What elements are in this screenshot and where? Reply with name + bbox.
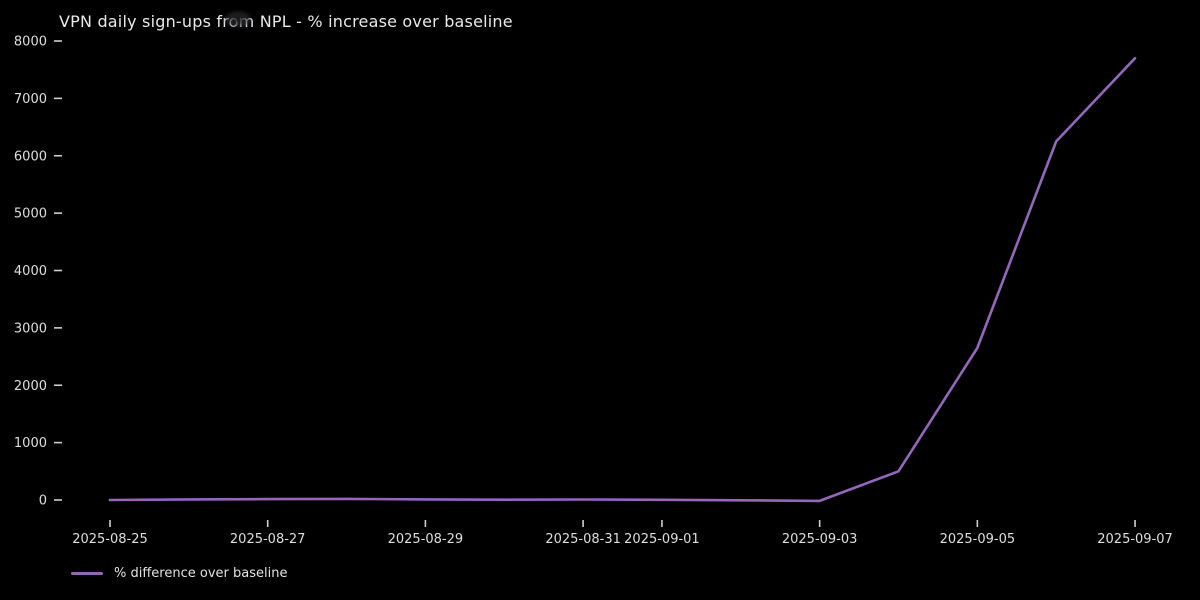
y-tick-label: 8000 <box>14 35 47 50</box>
legend-line-swatch <box>71 572 103 575</box>
x-tick-label: 2025-09-05 <box>940 532 1016 547</box>
x-tick-label: 2025-08-31 <box>545 532 621 547</box>
y-tick-label: 2000 <box>14 379 47 394</box>
legend: % difference over baseline <box>71 566 287 581</box>
x-tick-label: 2025-08-27 <box>230 532 306 547</box>
x-tick-label: 2025-09-07 <box>1097 532 1173 547</box>
chart-title: VPN daily sign-ups from NPL - % increase… <box>59 12 513 31</box>
y-tick-label: 1000 <box>14 436 47 451</box>
legend-label: % difference over baseline <box>114 566 288 581</box>
x-tick-label: 2025-08-25 <box>72 532 148 547</box>
y-tick-label: 3000 <box>14 321 47 336</box>
y-tick-label: 6000 <box>14 149 47 164</box>
x-tick-label: 2025-09-01 <box>624 532 700 547</box>
data-line-pct-difference <box>108 56 1137 503</box>
x-tick-label: 2025-09-03 <box>782 532 858 547</box>
x-tick-label: 2025-08-29 <box>388 532 464 547</box>
y-tick-label: 7000 <box>14 92 47 107</box>
y-tick-label: 0 <box>39 494 47 509</box>
y-tick-label: 4000 <box>14 264 47 279</box>
y-tick-label: 5000 <box>14 207 47 222</box>
